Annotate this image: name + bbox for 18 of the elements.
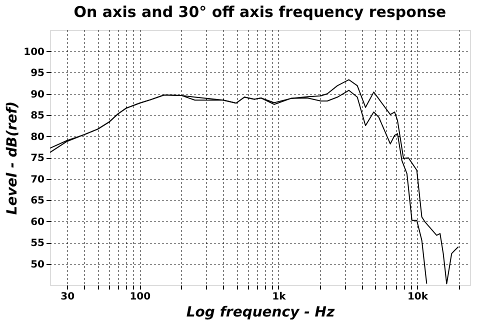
y-tick-label: 100 <box>24 46 45 58</box>
y-tick-label: 90 <box>30 89 45 100</box>
x-tick-label: 30 <box>60 292 75 302</box>
y-tick-label: 80 <box>30 132 45 143</box>
x-tick-label: 10k <box>407 292 428 302</box>
y-tick-label: 95 <box>30 68 45 79</box>
y-tick-label: 55 <box>30 238 45 249</box>
x-axis-title: Log frequency - Hz <box>186 304 336 320</box>
y-tick-label: 60 <box>30 216 45 228</box>
chart-title: On axis and 30° off axis frequency response <box>74 3 446 21</box>
y-tick-label: 50 <box>30 259 45 270</box>
y-tick-label: 70 <box>30 174 45 186</box>
x-tick-label: 1k <box>272 292 286 302</box>
x-tick-label: 100 <box>130 292 151 302</box>
y-tick-label: 75 <box>30 153 45 164</box>
y-tick-label: 65 <box>30 196 45 206</box>
y-axis-title: Level - dB(ref) <box>4 101 21 215</box>
y-tick-label: 85 <box>30 110 45 122</box>
